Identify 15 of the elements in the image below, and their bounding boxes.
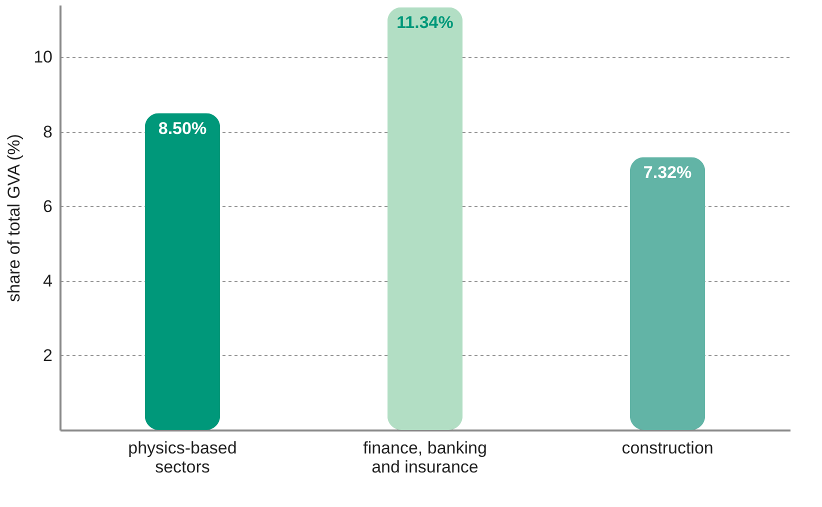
y-tick-label: 10 — [34, 48, 52, 67]
bar — [387, 7, 463, 430]
x-tick-label: finance, banking and insurance — [363, 438, 487, 476]
bar — [144, 113, 220, 430]
y-tick-label: 4 — [43, 271, 52, 290]
y-tick-label: 6 — [43, 196, 52, 216]
bar — [630, 157, 706, 430]
y-tick-label: 2 — [43, 346, 52, 365]
x-tick-label: physics-based sectors — [128, 438, 237, 476]
x-tick-label: construction — [622, 438, 714, 458]
data-label: 8.50% — [158, 119, 207, 138]
y-axis-title: share of total GVA (%) — [4, 134, 24, 302]
y-tick-label: 8 — [43, 122, 52, 142]
data-label: 7.32% — [643, 163, 692, 182]
data-label: 11.34% — [396, 13, 454, 32]
